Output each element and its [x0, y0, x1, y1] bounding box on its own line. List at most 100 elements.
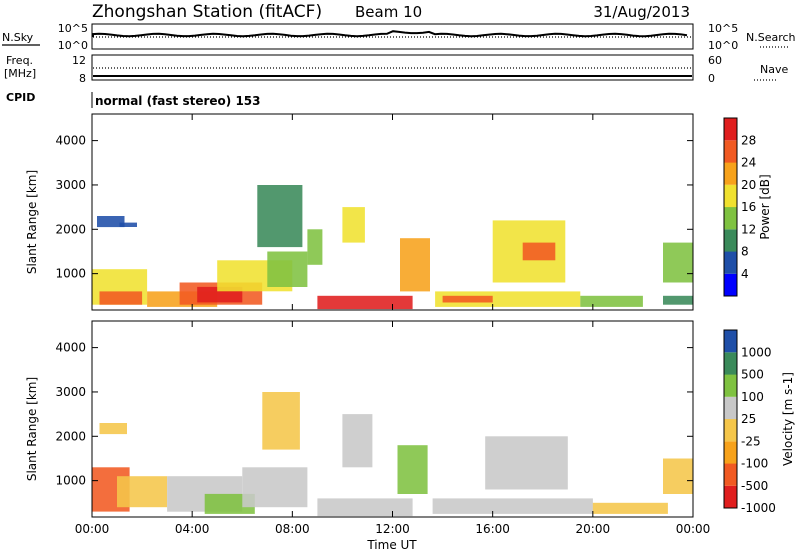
- heatmap-cell: [204, 493, 255, 514]
- heatmap-cell: [99, 423, 127, 435]
- colorbar-tick-label: 28: [741, 133, 756, 147]
- colorbar-swatch: [724, 184, 737, 208]
- heatmap-cell: [119, 222, 137, 227]
- plot-frame: [91, 113, 694, 311]
- x-tick-label: 00:00: [676, 522, 711, 536]
- colorbar-swatch: [724, 374, 737, 397]
- heatmap-cell: [580, 295, 643, 307]
- colorbar-tick-label: 20: [741, 178, 756, 192]
- y-tick-label: 3000: [55, 385, 86, 399]
- date-label: 31/Aug/2013: [593, 3, 690, 21]
- heatmap-cell: [307, 229, 323, 265]
- colorbar-swatch: [724, 118, 737, 141]
- y-tick-label: 4000: [55, 341, 86, 355]
- heatmap-cell: [397, 445, 428, 494]
- colorbar-swatch: [724, 463, 737, 486]
- heatmap-cell: [117, 476, 168, 508]
- colorbar-tick-label: 100: [741, 390, 764, 404]
- colorbar-tick-label: 16: [741, 200, 756, 214]
- heatmap-cell: [435, 291, 581, 307]
- nsky-tick-bottom: 10^0: [58, 39, 88, 52]
- colorbar-swatch: [724, 251, 737, 274]
- heatmap-cell: [342, 414, 373, 468]
- nsearch-tick-bottom: 10^0: [708, 39, 738, 52]
- heatmap-cell: [663, 242, 693, 283]
- nsearch-tick-top: 10^5: [708, 22, 738, 35]
- heatmap-cell: [663, 458, 693, 494]
- heatmap-cell: [99, 291, 143, 305]
- colorbar-swatch: [724, 352, 737, 375]
- nsky-tick-top: 10^5: [58, 22, 88, 35]
- colorbar-swatch: [724, 229, 737, 252]
- heatmap-cell: [432, 498, 593, 514]
- velocity-panel: 1000 2000 3000 4000 00:00 04:00 08:00 12:00 16:0…: [25, 320, 795, 536]
- colorbar-swatch: [724, 330, 737, 353]
- colorbar-swatch: [724, 273, 737, 297]
- heatmap-cell: [400, 238, 430, 292]
- y-axis-title: Slant Range [km]: [25, 377, 39, 481]
- freq-tick-top: 12: [72, 54, 86, 67]
- station-title: Zhongshan Station (fitACF): [92, 2, 322, 22]
- heatmap-cell: [485, 436, 568, 490]
- x-axis-title: Time UT: [366, 538, 417, 552]
- y-tick-label: 2000: [55, 429, 86, 443]
- nave-tick-top: 60: [708, 54, 722, 67]
- heatmap-cell: [663, 295, 693, 305]
- heatmap-cell: [267, 251, 308, 287]
- nave-tick-bottom: 0: [708, 72, 715, 85]
- freq-tick-bottom: 8: [79, 72, 86, 85]
- y-tick-label: 1000: [55, 267, 86, 281]
- x-tick-label: 04:00: [175, 522, 210, 536]
- colorbar-tick-label: 500: [741, 368, 764, 382]
- freq-unit-label: [MHz]: [4, 67, 36, 80]
- heatmap-cell: [97, 216, 125, 228]
- heatmap-cell: [317, 295, 413, 310]
- heatmap-cell: [442, 295, 493, 303]
- heatmap-cell: [257, 185, 303, 248]
- heatmap-cell: [242, 467, 308, 508]
- nsky-label: N.Sky: [2, 31, 34, 44]
- x-tick-label: 00:00: [75, 522, 110, 536]
- colorbar-tick-label: -25: [741, 434, 761, 448]
- colorbar-tick-label: -500: [741, 479, 768, 493]
- cpid-text: normal (fast stereo) 153: [95, 94, 261, 108]
- heatmap-cell: [522, 242, 556, 261]
- freq-label: Freq.: [6, 54, 33, 67]
- colorbar-tick-label: 12: [741, 222, 756, 236]
- heatmap-cell: [592, 502, 668, 514]
- colorbar-swatch: [724, 419, 737, 442]
- colorbar-swatch: [724, 485, 737, 509]
- colorbar-tick-label: 24: [741, 156, 756, 170]
- colorbar-swatch: [724, 441, 737, 464]
- y-tick-label: 1000: [55, 474, 86, 488]
- nave-label: Nave: [760, 63, 788, 76]
- colorbar-tick-label: 4: [741, 267, 749, 281]
- colorbar-tick-label: 25: [741, 412, 756, 426]
- power-panel: 1000 2000 3000 4000 Slant Range [km] 4 8 12 16 20…: [25, 113, 772, 311]
- heatmap-cell: [342, 207, 365, 243]
- heatmap-cell: [262, 392, 300, 450]
- colorbar-tick-label: 8: [741, 245, 749, 259]
- colorbar-tick-label: -100: [741, 457, 768, 471]
- colorbar-title: Power [dB]: [758, 174, 772, 239]
- colorbar-swatch: [724, 207, 737, 230]
- freq-strip-frame: [91, 54, 694, 81]
- colorbar-tick-label: 1000: [741, 345, 772, 359]
- y-tick-label: 2000: [55, 222, 86, 236]
- x-tick-label: 08:00: [275, 522, 310, 536]
- x-tick-label: 16:00: [475, 522, 510, 536]
- colorbar-swatch: [724, 162, 737, 185]
- y-tick-label: 3000: [55, 178, 86, 192]
- nsearch-label: N.Search: [746, 31, 796, 44]
- colorbar-frame: [723, 329, 738, 509]
- y-axis-title: Slant Range [km]: [25, 170, 39, 274]
- x-tick-label: 12:00: [375, 522, 410, 536]
- cpid-label: CPID: [6, 91, 35, 104]
- beam-label: Beam 10: [355, 3, 422, 21]
- colorbar-title: Velocity [m s-1]: [781, 372, 795, 466]
- colorbar-swatch: [724, 140, 737, 163]
- colorbar-swatch: [724, 396, 737, 420]
- x-tick-label: 20:00: [576, 522, 611, 536]
- colorbar-frame: [723, 117, 738, 297]
